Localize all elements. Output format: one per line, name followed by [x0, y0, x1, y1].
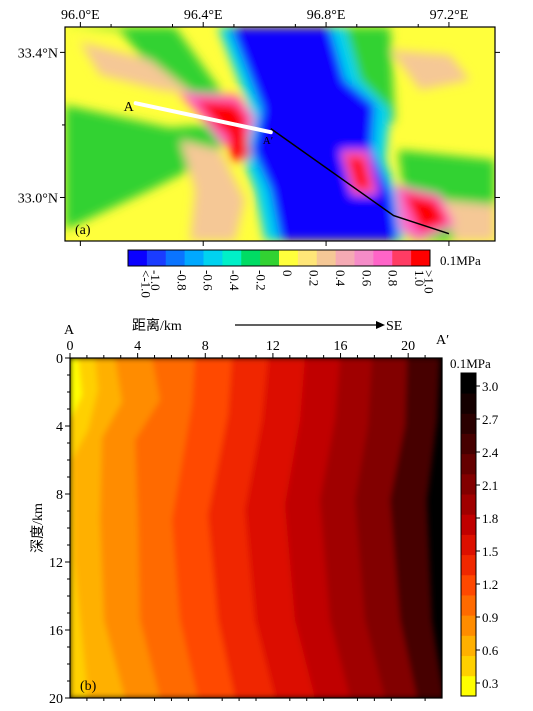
- x-tick-label: 0: [67, 339, 74, 354]
- colorbar-a-tick-label: >1.0: [422, 270, 437, 294]
- panel-a-label: (a): [75, 223, 91, 238]
- colorbar-a-swatch: [411, 250, 431, 266]
- colorbar-a-tick-label: -0.6: [201, 270, 216, 291]
- panel-b-start-label: A: [64, 323, 75, 338]
- colorbar-b-tick-label: 1.5: [482, 544, 498, 559]
- y-tick-label: 0: [56, 352, 63, 367]
- colorbar-b-swatch: [461, 453, 476, 475]
- colorbar-a-swatch: [316, 250, 337, 266]
- colorbar-a-swatch: [184, 250, 204, 266]
- panel-a-axes: 96.0°E 96.4°E 96.8°E 97.2°E 33.4°N 33.0°N: [18, 8, 500, 246]
- colorbar-a-swatch: [260, 250, 280, 266]
- colorbar-a-tick-label: 0.2: [306, 270, 321, 286]
- colorbar-b-swatch: [461, 393, 476, 414]
- colorbar-a-tick-label: <-1.0: [138, 270, 153, 298]
- panel-b-section: [70, 358, 442, 698]
- panel-a-colorbar-unit: 0.1MPa: [440, 253, 481, 268]
- panel-b-y-axis-title: 深度/km: [30, 503, 46, 553]
- colorbar-a-tick-label: 1.0: [412, 270, 427, 286]
- colorbar-a-swatch: [165, 250, 186, 266]
- colorbar-b-swatch: [461, 595, 476, 616]
- colorbar-b-swatch: [461, 574, 476, 596]
- colorbar-b-tick-label: 0.9: [482, 610, 498, 625]
- colorbar-a-swatch: [279, 250, 299, 266]
- rupture-trace: [270, 127, 450, 235]
- colorbar-b-swatch: [461, 433, 476, 455]
- panel-b-label: (b): [80, 679, 97, 694]
- profile-end-label: A′: [263, 135, 273, 147]
- colorbar-a-tick-label: -0.8: [174, 270, 189, 291]
- colorbar-b-swatch: [461, 373, 476, 394]
- panel-b-end-label: A′: [436, 333, 449, 348]
- colorbar-a-tick-label: 0: [280, 270, 295, 277]
- x-tick-label: 96.8°E: [307, 8, 346, 23]
- colorbar-a-swatch: [373, 250, 393, 266]
- panel-a-map: [65, 27, 495, 241]
- x-tick-label: 12: [266, 339, 280, 354]
- colorbar-a-swatch: [297, 250, 318, 266]
- colorbar-b-tick-label: 0.3: [482, 676, 498, 691]
- y-tick-label: 16: [49, 624, 63, 639]
- rupture-trace-line: [270, 127, 450, 235]
- x-tick-label: 4: [134, 339, 141, 354]
- panel-a-colorbar: <-1.0-1.0 -0.8 -0.6 -0.4 -0.2 0 0.2 0.4 0.6 0.8 1.…: [127, 249, 437, 298]
- x-tick-label: 96.0°E: [61, 8, 100, 23]
- profile-segment: [133, 101, 273, 135]
- colorbar-a-swatch: [146, 250, 167, 266]
- colorbar-b-frame: [460, 372, 477, 697]
- colorbar-b-swatch: [461, 554, 476, 576]
- y-tick-label: 8: [56, 488, 63, 503]
- colorbar-b-swatch: [461, 534, 476, 556]
- colorbar-a-frame: [127, 249, 431, 267]
- y-tick-label: 4: [56, 420, 63, 435]
- profile-start-label: A: [124, 100, 135, 115]
- colorbar-b-swatch: [461, 494, 476, 515]
- colorbar-b-tick-label: 0.6: [482, 643, 499, 658]
- colorbar-b-tick-label: 2.7: [482, 412, 499, 427]
- y-tick-label: 20: [49, 692, 63, 707]
- colorbar-a-swatch: [392, 250, 412, 266]
- colorbar-b-swatch: [461, 514, 476, 535]
- panel-b-colorbar-unit: 0.1MPa: [450, 356, 491, 371]
- colorbar-a-swatch: [354, 250, 374, 266]
- colorbar-a-swatch: [203, 250, 223, 266]
- colorbar-a-tick-label: -0.4: [227, 270, 242, 291]
- panel-b-colorbar: 3.0 2.7 2.4 2.1 1.8 1.5 1.2 0.9 0.6 0.3: [460, 372, 499, 697]
- panel-b-axes: 00 4 4 8 8 12 12 16 16 20 20: [49, 339, 426, 707]
- colorbar-a-swatch: [222, 250, 242, 266]
- colorbar-b-swatch: [461, 655, 476, 677]
- x-tick-label: 96.4°E: [184, 8, 223, 23]
- colorbar-a-tick-label: -0.2: [254, 270, 269, 291]
- y-tick-label: 12: [49, 556, 63, 571]
- x-tick-label: 97.2°E: [430, 8, 469, 23]
- x-tick-label: 16: [334, 339, 348, 354]
- colorbar-b-tick-label: 2.4: [482, 445, 499, 460]
- colorbar-a-tick-label: 0.4: [333, 270, 348, 287]
- colorbar-b-tick-label: 1.8: [482, 511, 498, 526]
- colorbar-b-tick-label: 2.1: [482, 478, 498, 493]
- colorbar-a-tick-label: 0.8: [386, 270, 401, 286]
- x-tick-label: 20: [401, 339, 415, 354]
- y-tick-label: 33.4°N: [18, 46, 58, 61]
- colorbar-b-tick-label: 3.0: [482, 379, 498, 394]
- colorbar-a-tick-label: 0.6: [359, 270, 374, 287]
- panel-b-direction-label: SE: [386, 319, 402, 334]
- direction-arrow-head: [376, 321, 385, 329]
- colorbar-a-tick-label: -1.0: [148, 270, 163, 291]
- colorbar-b-swatch: [461, 413, 476, 434]
- colorbar-a-swatch: [128, 250, 148, 266]
- profile-line-a-a-prime: [133, 101, 273, 135]
- colorbar-b-swatch: [461, 473, 476, 495]
- y-tick-label: 33.0°N: [18, 191, 58, 206]
- colorbar-b-tick-label: 1.2: [482, 577, 498, 592]
- panel-a-frame: [64, 26, 496, 242]
- x-tick-label: 8: [202, 339, 209, 354]
- colorbar-b-swatch: [461, 635, 476, 657]
- colorbar-a-swatch: [335, 250, 355, 266]
- panel-b-x-axis-title: 距离/km: [132, 317, 182, 334]
- colorbar-a-swatch: [241, 250, 261, 266]
- colorbar-b-swatch: [461, 675, 476, 697]
- colorbar-b-swatch: [461, 615, 476, 636]
